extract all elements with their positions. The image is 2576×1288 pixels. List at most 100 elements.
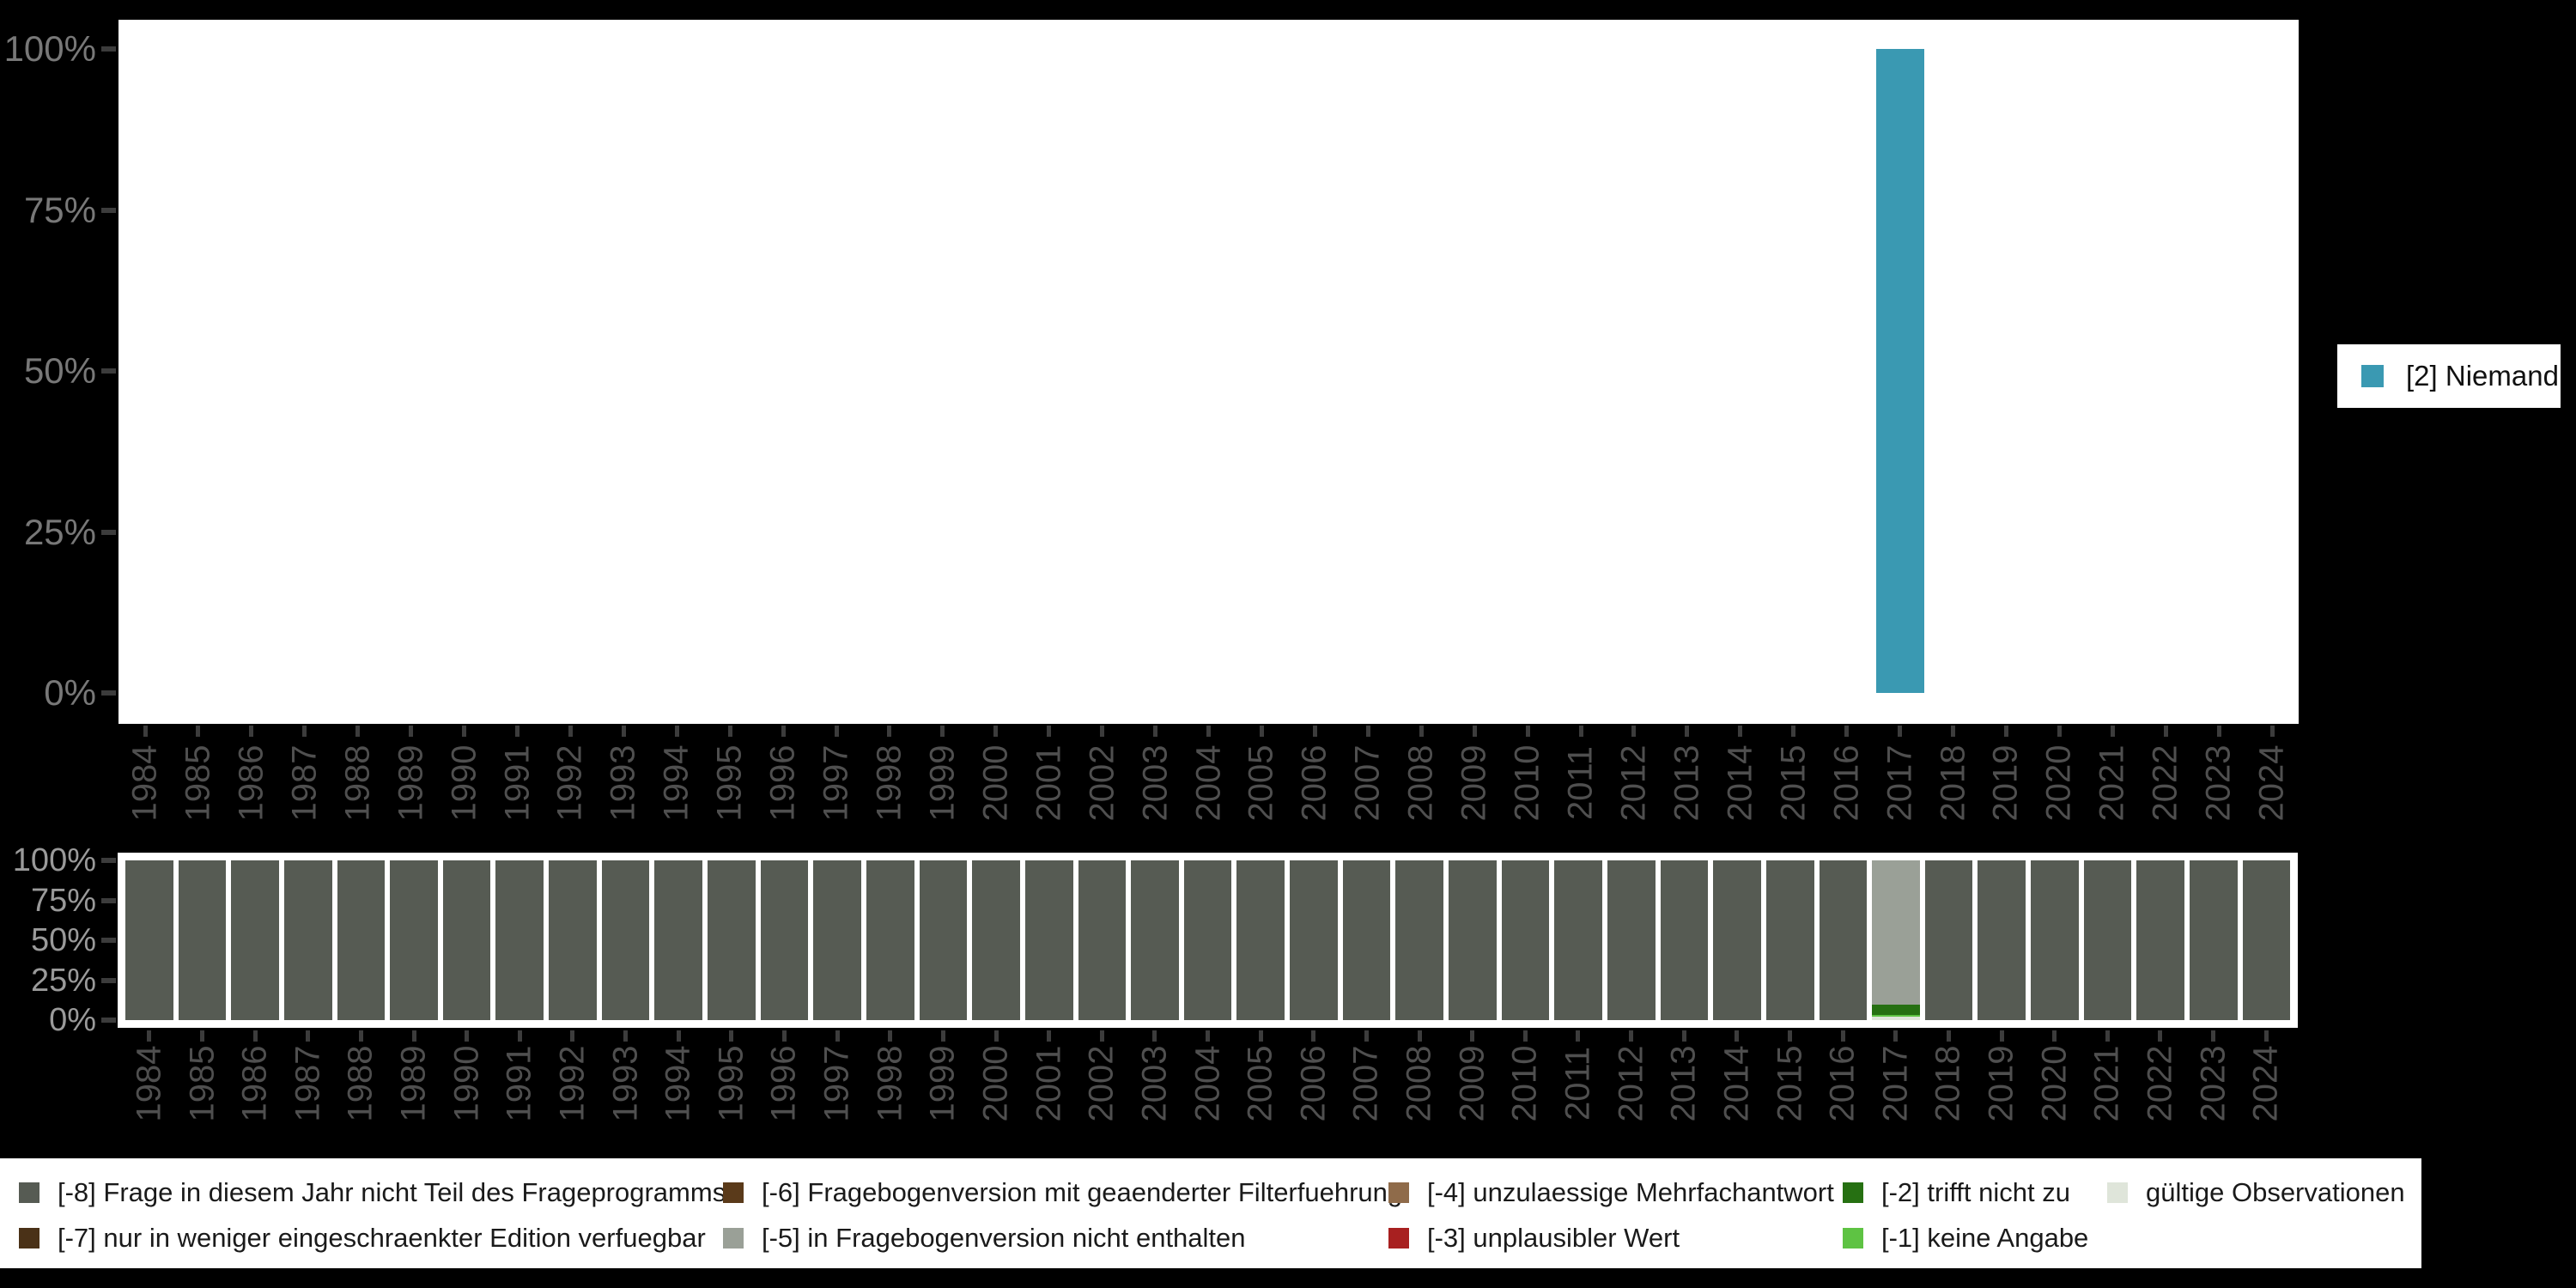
bar-segment[interactable] — [1501, 860, 1550, 1020]
stacked-bar-2004[interactable] — [1183, 860, 1232, 1020]
bar-segment[interactable] — [2136, 860, 2184, 1020]
x-tick-label: 2020 — [2039, 744, 2078, 822]
bar-segment[interactable] — [919, 860, 968, 1020]
bar-segment[interactable] — [1819, 860, 1868, 1020]
x-tick-label: 2005 — [1242, 744, 1280, 822]
stacked-bar-2006[interactable] — [1290, 860, 1338, 1020]
stacked-bar-2012[interactable] — [1607, 860, 1656, 1020]
stacked-bar-2000[interactable] — [972, 860, 1020, 1020]
stacked-bar-1997[interactable] — [813, 860, 861, 1020]
bar-segment[interactable] — [1713, 860, 1761, 1020]
stacked-bar-2003[interactable] — [1131, 860, 1179, 1020]
stacked-bar-2008[interactable] — [1395, 860, 1444, 1020]
bar-segment[interactable] — [1290, 860, 1338, 1020]
bar-segment[interactable] — [178, 860, 227, 1020]
x-tick-label: 2006 — [1294, 1045, 1333, 1122]
stacked-bar-1985[interactable] — [178, 860, 227, 1020]
stacked-bar-2014[interactable] — [1713, 860, 1761, 1020]
bar-2017[interactable] — [1875, 49, 1924, 693]
bar-segment[interactable] — [972, 860, 1020, 1020]
stacked-bar-2013[interactable] — [1660, 860, 1709, 1020]
bar-segment[interactable] — [1183, 860, 1232, 1020]
x-tick-label: 2023 — [2194, 1045, 2232, 1122]
bar-segment[interactable] — [654, 860, 703, 1020]
x-tick — [2057, 726, 2062, 737]
bar-segment[interactable] — [1872, 1017, 1920, 1020]
bar-segment[interactable] — [1660, 860, 1709, 1020]
bar-segment[interactable] — [1236, 860, 1285, 1020]
stacked-bar-1989[interactable] — [390, 860, 438, 1020]
bar-segment[interactable] — [1765, 860, 1814, 1020]
stacked-bar-1999[interactable] — [919, 860, 968, 1020]
x-tick-label: 2000 — [976, 744, 1015, 822]
bar-segment[interactable] — [1978, 860, 2026, 1020]
bar-segment[interactable] — [442, 860, 491, 1020]
stacked-bar-2017[interactable] — [1872, 860, 1920, 1020]
stacked-bar-1988[interactable] — [337, 860, 386, 1020]
bar-segment[interactable] — [2031, 860, 2079, 1020]
stacked-bar-1992[interactable] — [549, 860, 597, 1020]
bar-segment[interactable] — [549, 860, 597, 1020]
bar-segment[interactable] — [2242, 860, 2291, 1020]
x-tick-label: 2018 — [1929, 1045, 1967, 1122]
bar-segment[interactable] — [1872, 1005, 1920, 1016]
legend-swatch — [19, 1182, 39, 1203]
bar-segment[interactable] — [866, 860, 914, 1020]
bar-segment[interactable] — [1872, 860, 1920, 1005]
stacked-bar-1991[interactable] — [495, 860, 544, 1020]
stacked-bar-2011[interactable] — [1554, 860, 1602, 1020]
bar-segment[interactable] — [495, 860, 544, 1020]
bar-segment[interactable] — [231, 860, 279, 1020]
stacked-bar-2024[interactable] — [2242, 860, 2291, 1020]
stacked-bar-2016[interactable] — [1819, 860, 1868, 1020]
bar-segment[interactable] — [1449, 860, 1497, 1020]
stacked-bar-1987[interactable] — [283, 860, 332, 1020]
bar-segment[interactable] — [1131, 860, 1179, 1020]
stacked-bar-2021[interactable] — [2083, 860, 2132, 1020]
stacked-bar-2018[interactable] — [1924, 860, 1973, 1020]
bar-segment[interactable] — [601, 860, 650, 1020]
bar-segment[interactable] — [283, 860, 332, 1020]
stacked-bar-2001[interactable] — [1024, 860, 1073, 1020]
stacked-bar-2019[interactable] — [1978, 860, 2026, 1020]
x-tick-label: 1984 — [125, 744, 164, 822]
x-tick — [1311, 1030, 1316, 1042]
bar-segment[interactable] — [1872, 1015, 1920, 1018]
stacked-bar-1994[interactable] — [654, 860, 703, 1020]
stacked-bar-2005[interactable] — [1236, 860, 1285, 1020]
bar-segment[interactable] — [1924, 860, 1973, 1020]
bar-segment[interactable] — [1395, 860, 1444, 1020]
x-tick-label: 2014 — [1717, 1045, 1756, 1122]
stacked-bar-1993[interactable] — [601, 860, 650, 1020]
stacked-bar-1990[interactable] — [442, 860, 491, 1020]
stacked-bar-2009[interactable] — [1449, 860, 1497, 1020]
bar-segment[interactable] — [1554, 860, 1602, 1020]
missing-chart-plot — [118, 853, 2298, 1028]
bar-segment[interactable] — [1342, 860, 1391, 1020]
y-tick — [101, 938, 116, 943]
stacked-bar-2022[interactable] — [2136, 860, 2184, 1020]
stacked-bar-2023[interactable] — [2189, 860, 2238, 1020]
bar-segment[interactable] — [708, 860, 756, 1020]
bar-segment[interactable] — [1024, 860, 1073, 1020]
bar-segment[interactable] — [1607, 860, 1656, 1020]
bar-segment[interactable] — [125, 860, 173, 1020]
bar-segment[interactable] — [337, 860, 386, 1020]
x-tick — [1470, 1030, 1475, 1042]
stacked-bar-1984[interactable] — [125, 860, 173, 1020]
bar-segment[interactable] — [390, 860, 438, 1020]
stacked-bar-2010[interactable] — [1501, 860, 1550, 1020]
bar-segment[interactable] — [2189, 860, 2238, 1020]
stacked-bar-1995[interactable] — [708, 860, 756, 1020]
stacked-bar-1986[interactable] — [231, 860, 279, 1020]
bar-segment[interactable] — [760, 860, 809, 1020]
stacked-bar-2007[interactable] — [1342, 860, 1391, 1020]
stacked-bar-2020[interactable] — [2031, 860, 2079, 1020]
stacked-bar-2015[interactable] — [1765, 860, 1814, 1020]
stacked-bar-1998[interactable] — [866, 860, 914, 1020]
stacked-bar-2002[interactable] — [1078, 860, 1127, 1020]
bar-segment[interactable] — [1078, 860, 1127, 1020]
bar-segment[interactable] — [813, 860, 861, 1020]
bar-segment[interactable] — [2083, 860, 2132, 1020]
stacked-bar-1996[interactable] — [760, 860, 809, 1020]
